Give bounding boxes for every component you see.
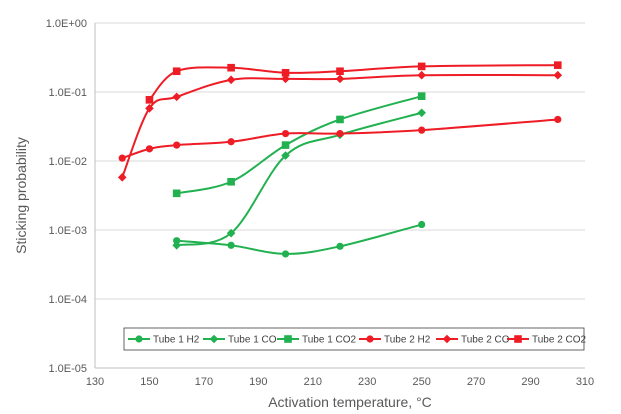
series-tube-2-h2 <box>118 115 562 162</box>
data-point-circle <box>554 115 562 124</box>
data-point-square <box>227 63 235 72</box>
x-tick-label: 170 <box>195 376 213 388</box>
legend-item: Tube 2 H2 <box>359 335 431 346</box>
legend-label: Tube 1 CO2 <box>302 335 357 346</box>
legend-item: Tube 1 CO2 <box>277 335 357 346</box>
data-point-square <box>336 67 344 76</box>
data-point-square <box>227 177 235 186</box>
legend-label: Tube 1 H2 <box>153 335 200 346</box>
y-axis-title: Sticking probability <box>13 137 29 254</box>
legend-marker-square <box>514 335 522 343</box>
data-point-diamond <box>172 92 181 102</box>
legend-item: Tube 2 CO2 <box>507 335 587 346</box>
x-tick-label: 210 <box>304 376 322 388</box>
y-tick-label: 1.0E-02 <box>48 156 87 168</box>
data-point-diamond <box>145 104 154 113</box>
data-point-diamond <box>172 241 181 250</box>
legend-box <box>123 327 585 351</box>
legend: Tube 1 H2 Tube 1 CO Tube 1 CO2 Tube 2 H2 Tub… <box>123 327 587 351</box>
x-tick-label: 270 <box>467 376 485 388</box>
data-point-circle <box>227 241 235 249</box>
data-point-square <box>281 68 290 77</box>
legend-item: Tube 2 CO <box>436 335 510 346</box>
legend-marker-circle <box>366 335 374 343</box>
y-tick-label: 1.0E-05 <box>48 363 87 375</box>
data-point-circle <box>281 250 290 258</box>
legend-marker-diamond <box>442 334 452 344</box>
data-point-diamond <box>281 74 290 84</box>
data-point-diamond <box>281 151 290 160</box>
data-point-diamond <box>417 108 426 118</box>
series-line <box>148 64 558 101</box>
x-tick-label: 250 <box>412 376 430 388</box>
data-point-square <box>417 62 426 71</box>
legend-label: Tube 2 CO2 <box>532 335 587 346</box>
data-point-diamond <box>117 173 127 182</box>
series-tube-2-co2 <box>145 61 562 104</box>
legend-label: Tube 2 CO <box>461 335 510 346</box>
series-line <box>121 73 558 178</box>
y-tick-label: 1.0E-03 <box>48 225 87 237</box>
y-tick-label: 1.0E-04 <box>48 294 87 306</box>
data-point-square <box>281 141 290 149</box>
series-tube-1-h2 <box>173 220 426 258</box>
series-line <box>176 223 422 255</box>
x-tick-label: 150 <box>140 376 158 388</box>
series-tube-2-co <box>117 70 563 182</box>
data-point-diamond <box>226 228 236 238</box>
data-point-circle <box>418 126 426 134</box>
x-tick-label: 230 <box>358 376 376 388</box>
series-tube-1-co2 <box>172 92 426 198</box>
data-point-circle <box>173 141 181 149</box>
legend-marker-square <box>284 335 292 343</box>
data-point-square <box>417 92 426 100</box>
legend-label: Tube 1 CO <box>228 335 277 346</box>
data-point-circle <box>336 129 344 138</box>
data-point-circle <box>227 138 235 146</box>
x-tick-label: 290 <box>521 376 539 388</box>
x-axis-title: Activation temperature, °C <box>268 394 432 410</box>
data-point-circle <box>281 129 290 138</box>
series-tube-1-co <box>172 108 426 250</box>
y-tick-label: 1.0E-01 <box>48 87 87 99</box>
x-tick-label: 310 <box>576 376 594 388</box>
axes: 1.0E-05 1.0E-04 1.0E-03 1.0E-02 1.0E-01 1.0E+… <box>46 18 594 388</box>
data-point-diamond <box>417 70 426 80</box>
data-point-diamond <box>226 75 236 85</box>
x-tick-label: 130 <box>86 376 104 388</box>
legend-label: Tube 2 H2 <box>384 335 431 346</box>
series-group <box>117 61 563 258</box>
data-point-circle <box>118 154 126 162</box>
legend-item: Tube 1 H2 <box>128 335 200 346</box>
data-point-square <box>553 61 562 69</box>
data-point-circle <box>145 145 154 153</box>
series-line <box>176 95 422 195</box>
y-tick-label: 1.0E+00 <box>46 18 87 30</box>
x-tick-label: 190 <box>249 376 267 388</box>
legend-item: Tube 1 CO <box>203 335 277 346</box>
data-point-square <box>145 96 154 104</box>
data-point-circle <box>418 220 426 229</box>
data-point-square <box>172 67 181 76</box>
data-point-circle <box>173 237 181 245</box>
legend-marker-circle <box>135 335 143 343</box>
data-point-square <box>336 115 344 124</box>
legend-marker-diamond <box>209 334 219 344</box>
data-point-circle <box>336 242 344 250</box>
data-point-square <box>172 189 181 198</box>
data-point-diamond <box>553 70 563 80</box>
data-point-diamond <box>335 74 345 84</box>
